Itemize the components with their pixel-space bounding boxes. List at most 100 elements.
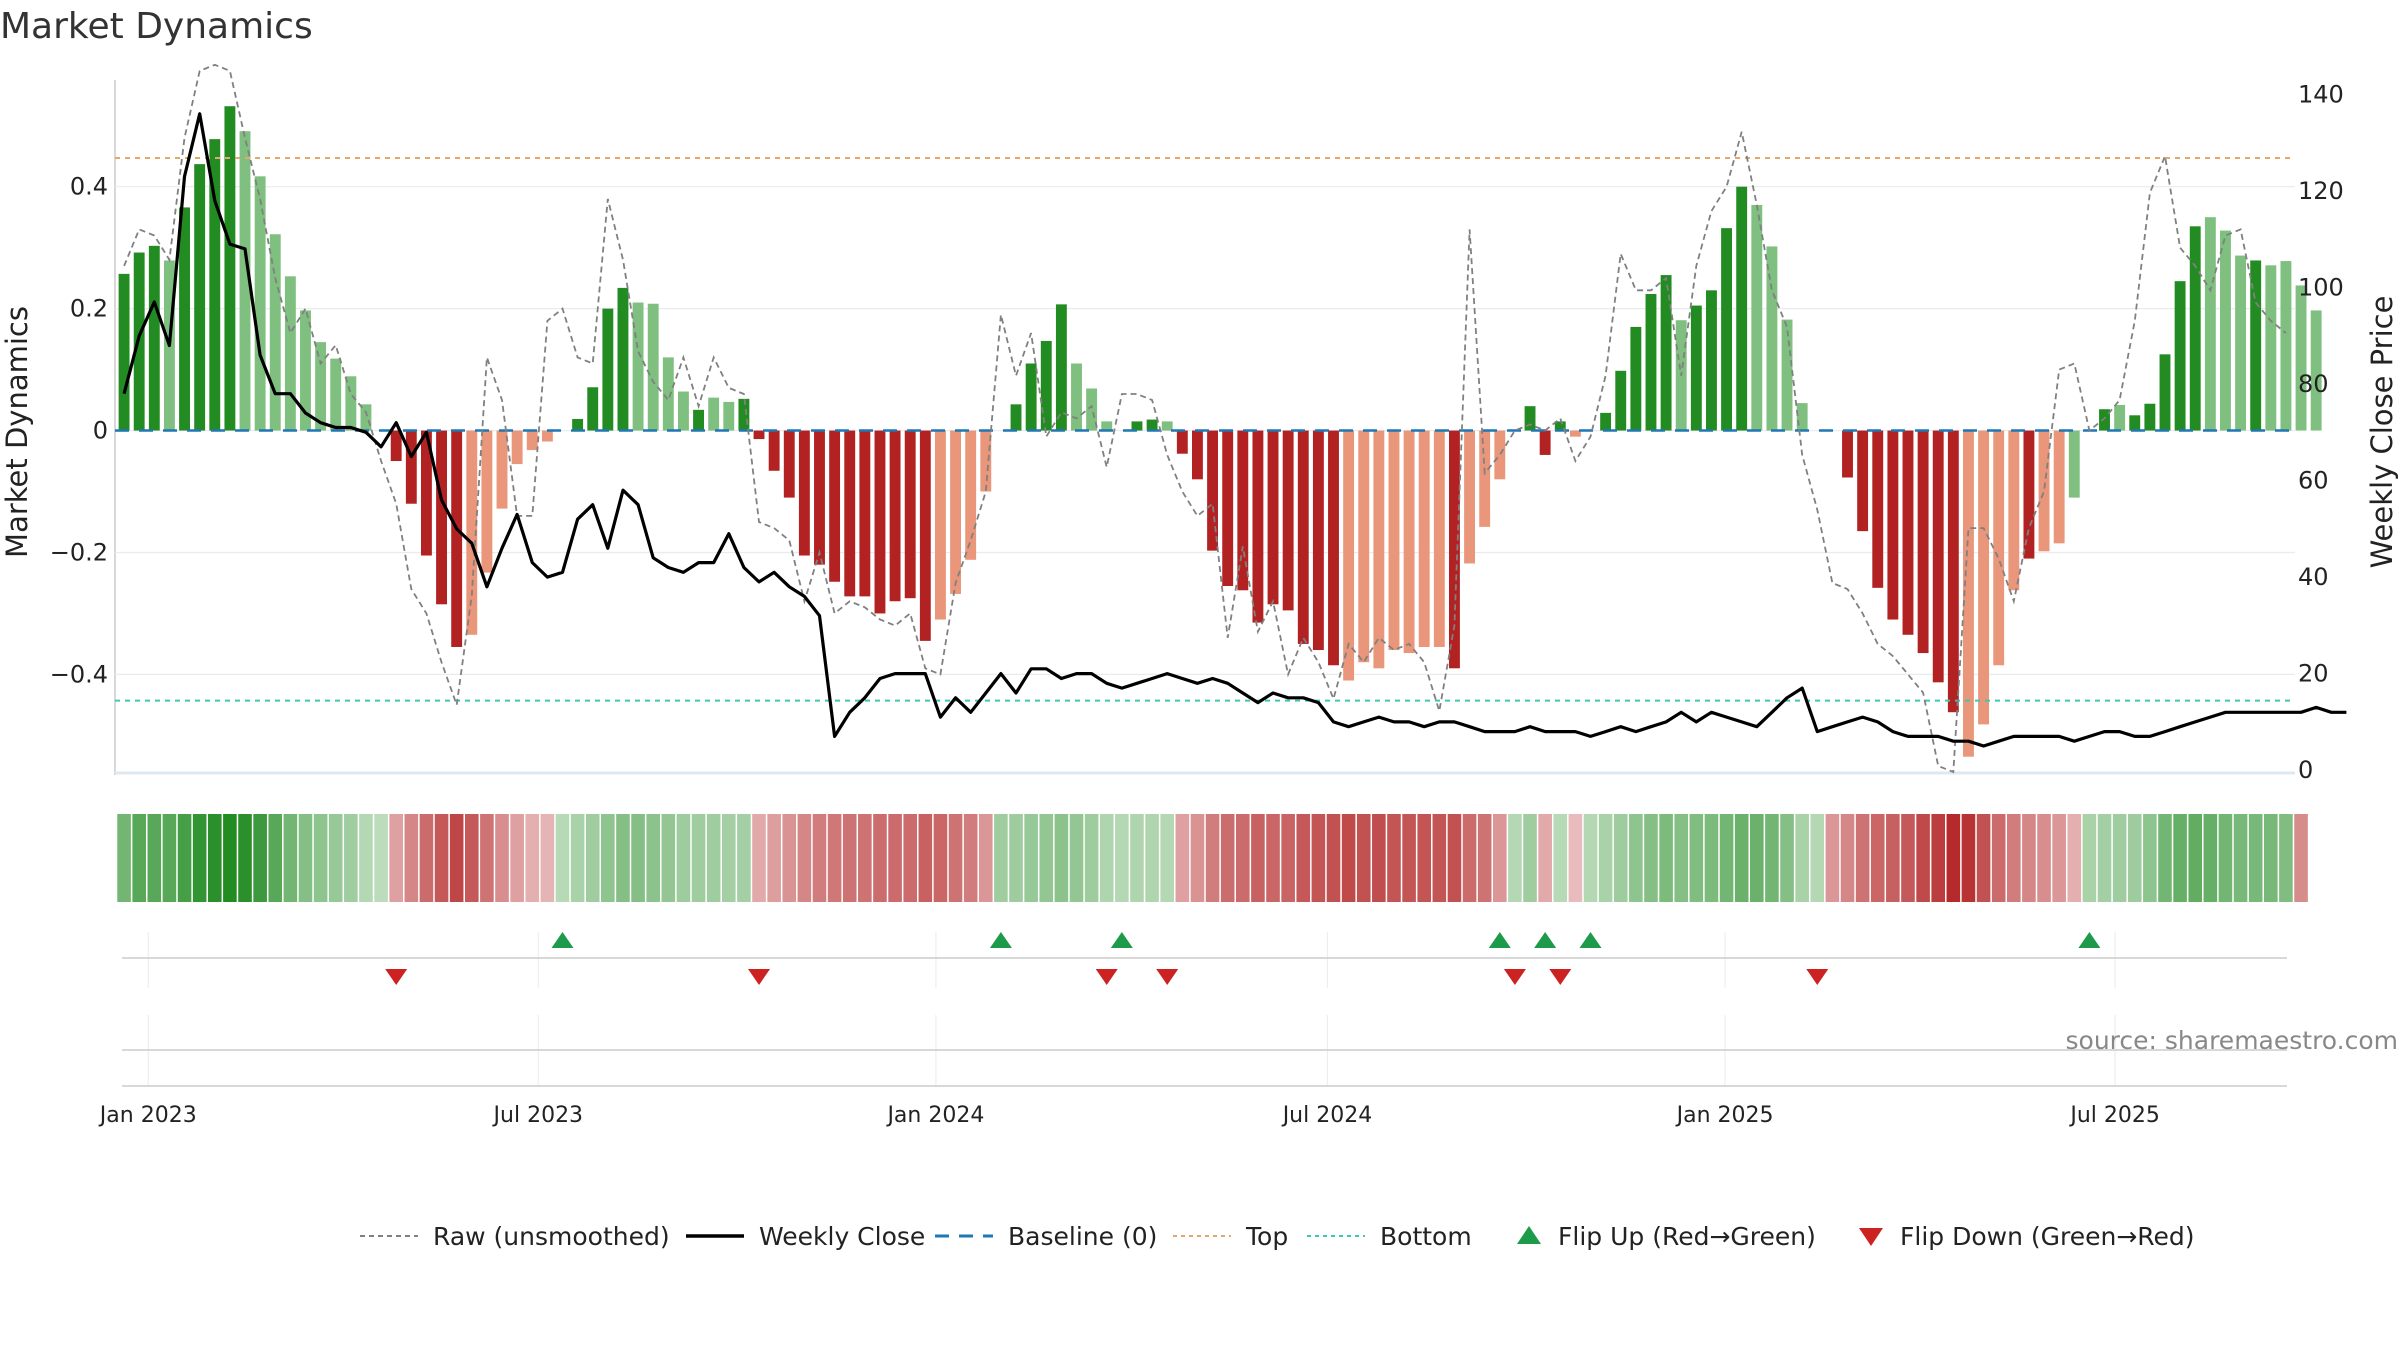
- heat-cell: [147, 814, 162, 902]
- dynamics-bar: [300, 310, 311, 431]
- heat-cell: [1855, 814, 1870, 902]
- heat-cell: [1220, 814, 1235, 902]
- dynamics-bar: [1191, 430, 1203, 480]
- dynamics-bar: [1887, 430, 1899, 620]
- legend-label: Weekly Close: [759, 1222, 925, 1251]
- heat-cell: [389, 814, 403, 902]
- heat-cell: [1296, 814, 1311, 902]
- dynamics-bar: [919, 430, 931, 641]
- dynamics-bar: [1569, 430, 1581, 437]
- dynamics-bar: [1328, 430, 1339, 666]
- heat-cell: [1961, 814, 1976, 902]
- dynamics-bar: [405, 430, 417, 504]
- y2-tick-label: 100: [2298, 274, 2344, 302]
- legend-label: Bottom: [1380, 1222, 1472, 1251]
- flip-down-marker: [1503, 969, 1526, 985]
- heat-cell: [238, 814, 252, 902]
- dynamics-bar: [345, 376, 357, 431]
- dynamics-bar: [2189, 226, 2201, 431]
- dynamics-bar: [1025, 363, 1037, 431]
- x-tick-label: Jul 2025: [2068, 1103, 2160, 1128]
- dynamics-bar: [360, 404, 372, 431]
- dynamics-bar: [980, 430, 992, 492]
- heat-cell: [1447, 814, 1462, 902]
- flip-up-marker: [1488, 932, 1511, 948]
- heat-cell: [1115, 814, 1129, 902]
- dynamics-bar: [2008, 430, 2020, 591]
- dynamics-bar: [1902, 430, 1914, 635]
- dynamics-bar: [148, 245, 160, 431]
- heat-cell: [2097, 814, 2112, 902]
- heat-cell: [1704, 814, 1719, 902]
- heat-cell: [1492, 814, 1507, 902]
- heat-cell: [888, 814, 902, 902]
- dynamics-bar: [2144, 403, 2156, 431]
- dynamics-bar: [1010, 404, 1022, 431]
- heat-cell: [177, 814, 192, 902]
- heat-cell: [1765, 814, 1779, 902]
- dynamics-bar: [859, 430, 871, 597]
- dynamics-bar: [118, 273, 130, 431]
- heat-cell: [1175, 814, 1190, 902]
- dynamics-bar: [602, 308, 614, 431]
- heat-cell: [1931, 814, 1946, 902]
- heat-cell: [2067, 814, 2082, 902]
- heat-cell: [1750, 814, 1764, 902]
- dynamics-bar: [1524, 406, 1536, 431]
- legend-label: Top: [1245, 1222, 1288, 1251]
- dynamics-bar: [1978, 430, 1990, 725]
- heat-cell: [1266, 814, 1280, 902]
- legend-label: Raw (unsmoothed): [433, 1222, 670, 1251]
- heat-cell: [2037, 814, 2051, 902]
- dynamics-bar: [1917, 430, 1929, 654]
- heat-cell: [223, 814, 237, 902]
- dynamics-bar: [2220, 230, 2231, 431]
- dynamics-bar: [1267, 430, 1279, 605]
- dynamics-bar: [889, 430, 901, 602]
- dynamics-bar: [708, 397, 720, 431]
- heat-cell: [1372, 814, 1386, 902]
- dynamics-bar: [2204, 217, 2216, 431]
- dynamics-bar: [814, 430, 825, 565]
- heat-cell: [570, 814, 585, 902]
- dynamics-bar: [2280, 261, 2292, 431]
- heat-cell: [449, 814, 464, 902]
- dynamics-bar: [1207, 430, 1219, 551]
- heat-cell: [2264, 814, 2278, 902]
- heat-cell: [1341, 814, 1356, 902]
- dynamics-bar: [1222, 430, 1234, 587]
- dynamics-bar: [209, 139, 221, 431]
- dynamics-bar: [1252, 430, 1264, 623]
- flip-up-marker: [1534, 932, 1557, 948]
- heat-cell: [1538, 814, 1552, 902]
- dynamics-bar: [1403, 430, 1415, 654]
- dynamics-bar: [1040, 340, 1052, 431]
- heat-cell: [2082, 814, 2097, 902]
- heat-cell: [555, 814, 570, 902]
- bottom-panel: [122, 1015, 2287, 1087]
- heat-cell: [1477, 814, 1492, 902]
- legend-item: Flip Up (Red→Green): [1517, 1222, 1816, 1251]
- heat-strip: [117, 814, 2308, 902]
- heat-cell: [661, 814, 676, 902]
- dynamics-bar: [1721, 228, 1733, 431]
- dynamics-bar: [224, 106, 236, 431]
- heat-cell: [253, 814, 267, 902]
- y-tick-label: 0.4: [70, 173, 108, 201]
- heat-cell: [933, 814, 948, 902]
- heat-cell: [601, 814, 615, 902]
- heat-cell: [359, 814, 373, 902]
- dynamics-bar: [829, 430, 841, 582]
- heat-cell: [842, 814, 857, 902]
- heat-cell: [827, 814, 842, 902]
- dynamics-bar: [768, 430, 780, 471]
- dynamics-bar: [1554, 421, 1566, 431]
- heat-cell: [2052, 814, 2066, 902]
- heat-cell: [1719, 814, 1734, 902]
- y2-tick-label: 60: [2298, 467, 2329, 495]
- heat-cell: [434, 814, 449, 902]
- dynamics-bar: [844, 430, 856, 597]
- source-text: source: sharemaestro.com: [2066, 1026, 2399, 1055]
- dynamics-bar: [2114, 404, 2126, 431]
- dynamics-bar: [753, 430, 765, 440]
